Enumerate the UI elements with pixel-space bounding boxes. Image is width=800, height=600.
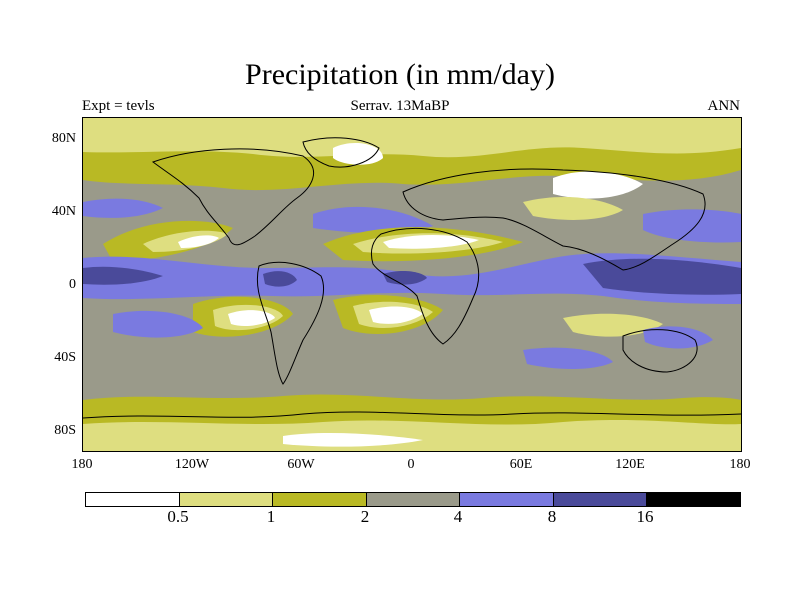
lon-tick-120w: 120W: [174, 457, 210, 472]
colorbar-box-1: [86, 493, 180, 506]
sahara-dry-white: [383, 235, 479, 249]
arctic-pale-band: [83, 118, 741, 158]
antarctic-white-patch: [283, 433, 423, 447]
lat-tick-40s: 40S: [54, 350, 76, 365]
antarctic-pale-band: [83, 420, 741, 451]
lat-tick-80n: 80N: [51, 131, 76, 146]
nw-pacific-blue: [643, 209, 741, 243]
ne-pacific-dry-white: [178, 235, 219, 248]
colorbar-box-7: [647, 493, 741, 506]
south-america-coast: [256, 261, 325, 385]
s-pacific-blue: [113, 310, 203, 338]
colorbar-label-8: 8: [547, 507, 557, 526]
africa-navy: [383, 271, 427, 285]
antarctica-coast: [83, 411, 741, 419]
arctic-white-patch: [333, 143, 383, 165]
colorbar-label-0-5: 0.5: [167, 507, 189, 526]
north-america-coast: [151, 148, 315, 246]
precipitation-map: [82, 117, 742, 452]
colorbar-box-6: [553, 493, 648, 506]
lon-tick-60e: 60E: [509, 457, 533, 472]
se-pacific-dry-white: [228, 310, 275, 326]
experiment-label: Expt = tevls: [82, 98, 155, 114]
lat-tick-0: 0: [69, 277, 76, 292]
colorbar: [85, 492, 741, 507]
season-label: ANN: [707, 98, 741, 114]
africa-coast: [370, 227, 480, 345]
n-pacific-blue: [83, 198, 163, 218]
australia-coast: [622, 329, 698, 373]
lon-tick-60w: 60W: [287, 457, 315, 472]
itcz-navy-west: [83, 266, 163, 285]
lat-tick-80s: 80S: [54, 423, 76, 438]
arctic-white-patch-2: [553, 171, 643, 199]
lon-tick-180w: 180: [71, 457, 93, 472]
n-atlantic-blue: [313, 206, 433, 233]
itcz-navy-east: [583, 258, 741, 295]
s-indian-blue: [523, 347, 613, 369]
colorbar-box-3: [273, 493, 367, 506]
colorbar-label-16: 16: [636, 507, 654, 526]
indian-ocean-dry-pale: [563, 313, 663, 337]
s-atlantic-dry-white: [369, 306, 423, 324]
colorbar-box-5: [460, 493, 554, 506]
period-label: Serrav. 13MaBP: [350, 98, 450, 114]
australia-blue: [643, 326, 713, 349]
colorbar-box-2: [179, 493, 274, 506]
lon-tick-180e: 180: [729, 457, 751, 472]
lon-tick-120e: 120E: [615, 457, 645, 472]
eurasia-coast: [402, 168, 706, 271]
lon-tick-0: 0: [407, 457, 415, 472]
amazon-navy: [263, 271, 297, 287]
colorbar-label-2: 2: [360, 507, 370, 526]
colorbar-label-1: 1: [266, 507, 276, 526]
asia-dry-pale: [523, 196, 623, 220]
colorbar-box-4: [366, 493, 461, 506]
coastlines: [83, 137, 741, 419]
lat-tick-40n: 40N: [51, 204, 76, 219]
colorbar-label-4: 4: [453, 507, 463, 526]
greenland-coast: [302, 137, 380, 168]
map-title: Precipitation (in mm/day): [245, 58, 555, 91]
